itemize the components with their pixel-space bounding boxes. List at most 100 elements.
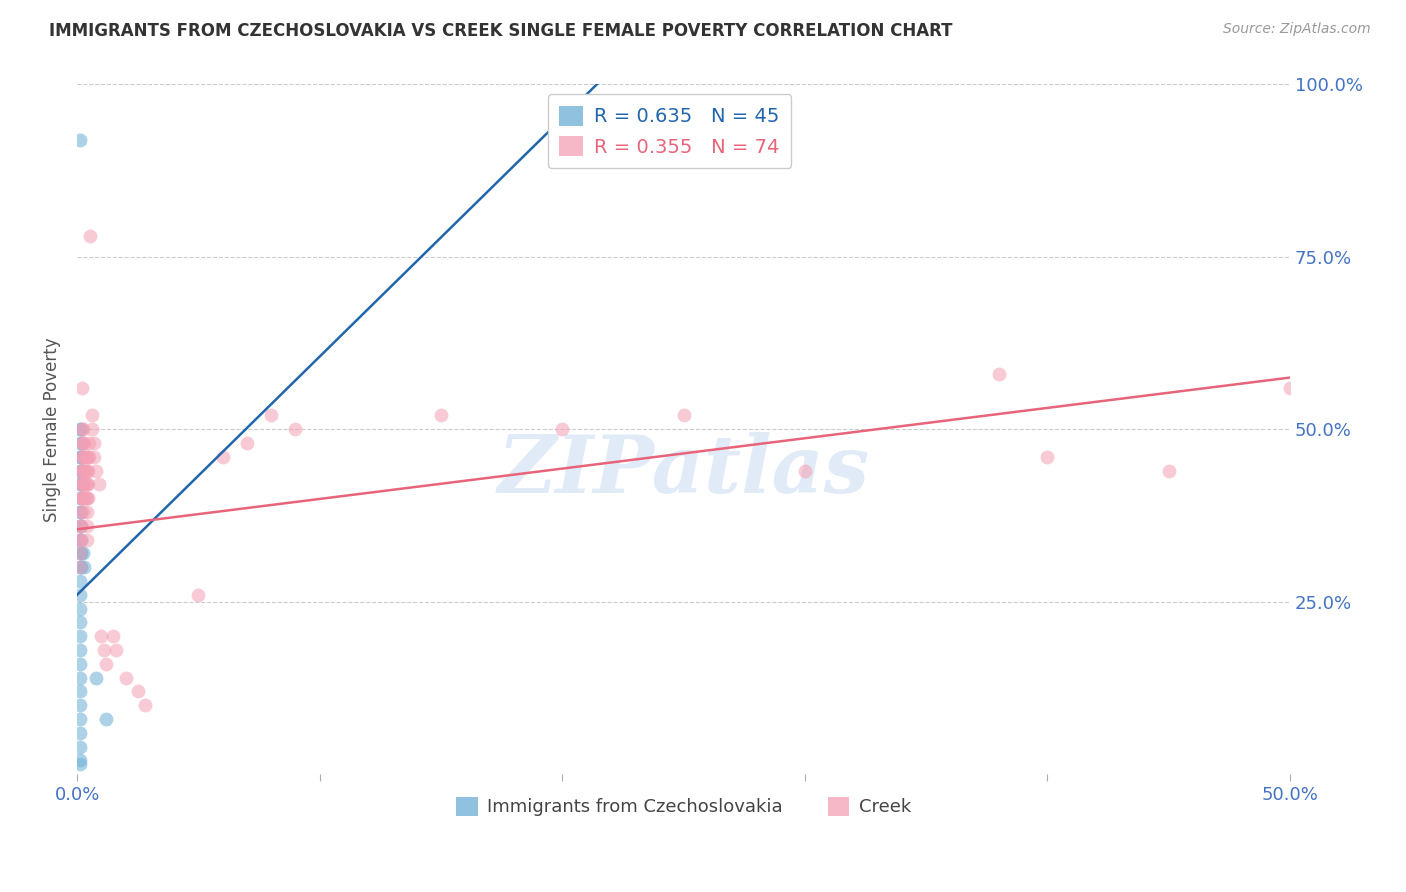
- Point: [987, 367, 1010, 381]
- Point: [69, 422, 91, 436]
- Point: [75, 491, 97, 506]
- Point: [83, 450, 105, 464]
- Point: [69, 684, 91, 698]
- Point: [69, 615, 91, 630]
- Point: [69, 464, 91, 478]
- Point: [80, 422, 103, 436]
- Point: [236, 436, 259, 450]
- Point: [90, 629, 112, 643]
- Point: [134, 698, 156, 713]
- Point: [69, 643, 91, 657]
- Point: [69, 422, 91, 436]
- Point: [793, 464, 815, 478]
- Point: [69, 546, 91, 560]
- Point: [96, 712, 118, 726]
- Point: [69, 533, 91, 547]
- Point: [77, 477, 100, 491]
- Point: [69, 450, 91, 464]
- Point: [76, 450, 98, 464]
- Point: [70, 464, 93, 478]
- Point: [69, 436, 91, 450]
- Point: [69, 491, 91, 506]
- Point: [72, 477, 94, 491]
- Point: [96, 657, 118, 671]
- Point: [83, 436, 105, 450]
- Point: [72, 436, 94, 450]
- Point: [575, 133, 598, 147]
- Point: [69, 698, 91, 713]
- Point: [70, 491, 93, 506]
- Point: [69, 450, 91, 464]
- Point: [551, 422, 574, 436]
- Point: [70, 381, 93, 395]
- Point: [69, 491, 91, 506]
- Point: [69, 546, 91, 560]
- Point: [75, 477, 97, 491]
- Point: [69, 588, 91, 602]
- Text: ZIPatlas: ZIPatlas: [498, 432, 870, 509]
- Point: [1279, 381, 1302, 395]
- Point: [76, 519, 98, 533]
- Point: [76, 533, 98, 547]
- Point: [70, 436, 93, 450]
- Point: [69, 464, 91, 478]
- Point: [211, 450, 233, 464]
- Point: [69, 477, 91, 491]
- Point: [69, 519, 91, 533]
- Point: [77, 491, 100, 506]
- Point: [69, 739, 91, 754]
- Point: [69, 464, 91, 478]
- Point: [69, 574, 91, 588]
- Point: [77, 464, 100, 478]
- Point: [69, 477, 91, 491]
- Point: [73, 491, 96, 506]
- Point: [73, 477, 96, 491]
- Point: [69, 725, 91, 739]
- Point: [72, 450, 94, 464]
- Point: [75, 464, 97, 478]
- Text: IMMIGRANTS FROM CZECHOSLOVAKIA VS CREEK SINGLE FEMALE POVERTY CORRELATION CHART: IMMIGRANTS FROM CZECHOSLOVAKIA VS CREEK …: [49, 22, 953, 40]
- Point: [69, 519, 91, 533]
- Point: [87, 477, 110, 491]
- Point: [76, 491, 98, 506]
- Point: [72, 491, 94, 506]
- Point: [70, 464, 93, 478]
- Point: [77, 450, 100, 464]
- Point: [70, 450, 93, 464]
- Point: [114, 671, 136, 685]
- Point: [69, 546, 91, 560]
- Point: [76, 477, 98, 491]
- Point: [70, 436, 93, 450]
- Point: [69, 477, 91, 491]
- Point: [69, 519, 91, 533]
- Point: [1157, 464, 1180, 478]
- Point: [77, 436, 100, 450]
- Point: [69, 560, 91, 574]
- Point: [69, 560, 91, 574]
- Point: [69, 601, 91, 615]
- Point: [86, 671, 108, 685]
- Point: [80, 409, 103, 423]
- Point: [127, 684, 149, 698]
- Point: [284, 422, 307, 436]
- Point: [69, 629, 91, 643]
- Point: [69, 753, 91, 767]
- Point: [72, 464, 94, 478]
- Point: [69, 133, 91, 147]
- Point: [69, 505, 91, 519]
- Point: [430, 409, 453, 423]
- Point: [69, 533, 91, 547]
- Point: [70, 477, 93, 491]
- Point: [69, 505, 91, 519]
- Y-axis label: Single Female Poverty: Single Female Poverty: [44, 337, 60, 522]
- Point: [72, 422, 94, 436]
- Point: [70, 422, 93, 436]
- Point: [69, 533, 91, 547]
- Point: [76, 505, 98, 519]
- Point: [69, 657, 91, 671]
- Point: [77, 450, 100, 464]
- Legend: Immigrants from Czechoslovakia, Creek: Immigrants from Czechoslovakia, Creek: [449, 790, 918, 823]
- Point: [187, 588, 209, 602]
- Point: [69, 671, 91, 685]
- Point: [93, 643, 115, 657]
